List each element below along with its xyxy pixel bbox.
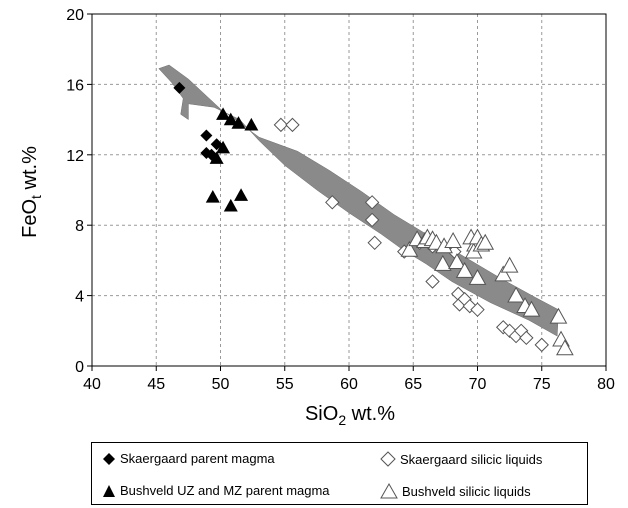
point-filled-triangle: [231, 116, 246, 129]
x-tick-label: 55: [276, 376, 294, 393]
point-filled-triangle: [216, 140, 231, 154]
point-filled-triangle: [216, 107, 231, 120]
point-open-triangle: [522, 300, 541, 317]
y-axis-label: FeOt wt.%: [19, 146, 44, 238]
point-filled-diamond: [173, 81, 186, 94]
x-tick-label: 45: [147, 376, 165, 393]
point-open-triangle: [500, 256, 519, 273]
open-diamond-icon: [380, 451, 396, 467]
y-tick-label: 0: [75, 359, 84, 376]
point-filled-triangle: [244, 117, 259, 131]
x-axis-label: SiO2 wt.%: [305, 403, 395, 428]
x-tick-label: 80: [597, 376, 615, 393]
scatter-chart: 40 45 50 55 60 65 70 75 80 0 4 8 12 16 20 SiO2 wt.% F…: [19, 7, 615, 428]
legend-item-bushveld-parent: Bushveld UZ and MZ parent magma: [102, 483, 330, 498]
point-open-diamond: [519, 330, 534, 346]
legend-label: Bushveld silicic liquids: [402, 483, 531, 499]
point-open-diamond: [364, 212, 380, 228]
x-tick-label: 65: [404, 376, 422, 393]
point-filled-triangle: [223, 198, 238, 212]
filled-diamond-icon: [103, 452, 115, 465]
x-tick-label: 70: [469, 376, 487, 393]
legend-label: Bushveld UZ and MZ parent magma: [120, 483, 330, 498]
point-open-triangle: [455, 261, 474, 278]
x-tick-label: 50: [212, 376, 230, 393]
open-triangle-icon: [380, 483, 398, 499]
y-tick-label: 12: [66, 148, 84, 165]
x-axis-ticks: 40 45 50 55 60 65 70 75 80: [83, 366, 615, 393]
point-filled-triangle: [209, 151, 224, 164]
y-axis-ticks: 0 4 8 12 16 20: [66, 7, 92, 376]
point-open-triangle: [433, 254, 452, 271]
point-filled-triangle: [205, 190, 220, 203]
x-tick-label: 40: [83, 376, 101, 393]
point-open-triangle: [494, 265, 513, 282]
y-tick-label: 16: [66, 77, 84, 94]
point-open-triangle: [476, 233, 495, 250]
point-open-triangle: [556, 339, 574, 356]
point-open-diamond: [364, 195, 380, 210]
legend: Skaergaard parent magma Skaergaard silic…: [91, 442, 588, 505]
point-open-triangle: [400, 240, 419, 257]
legend-label: Skaergaard silicic liquids: [400, 451, 543, 467]
point-open-diamond: [470, 302, 485, 317]
x-tick-label: 60: [340, 376, 358, 393]
legend-item-skaergaard-parent: Skaergaard parent magma: [102, 451, 275, 466]
point-open-diamond: [325, 195, 340, 210]
point-filled-diamond: [200, 129, 213, 142]
x-tick-label: 75: [533, 376, 551, 393]
point-open-diamond: [367, 235, 382, 251]
y-tick-label: 8: [75, 218, 84, 235]
point-filled-triangle: [234, 188, 249, 201]
point-open-triangle: [448, 253, 466, 270]
point-open-triangle: [549, 307, 568, 324]
point-open-diamond: [534, 337, 549, 353]
legend-item-skaergaard-silicic: Skaergaard silicic liquids: [380, 451, 542, 467]
point-open-triangle: [468, 268, 487, 285]
point-open-diamond: [285, 117, 300, 133]
point-open-triangle: [444, 232, 462, 248]
point-filled-triangle: [223, 112, 238, 126]
point-open-diamond: [425, 274, 440, 289]
point-open-diamond: [273, 117, 289, 133]
y-tick-label: 4: [75, 289, 84, 306]
points-layer: [173, 81, 574, 356]
point-open-triangle: [507, 286, 525, 303]
legend-label: Skaergaard parent magma: [120, 451, 275, 466]
legend-item-bushveld-silicic: Bushveld silicic liquids: [380, 483, 531, 499]
y-tick-label: 20: [66, 7, 84, 24]
filled-triangle-icon: [103, 484, 115, 497]
